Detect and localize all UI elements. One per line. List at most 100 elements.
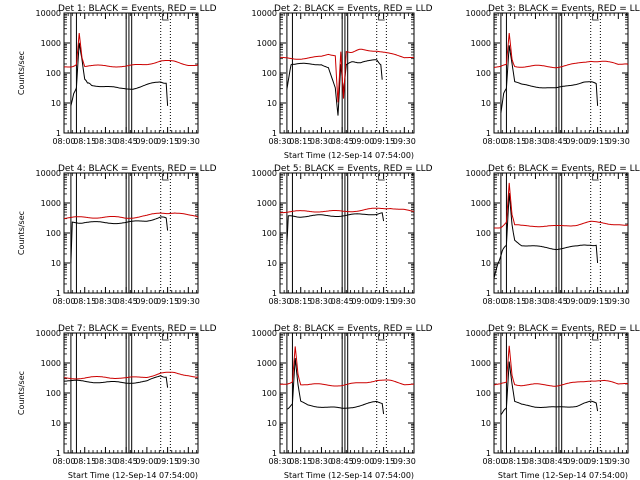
x-tick-label: 09:30: [177, 297, 200, 306]
panel-title: Det 5: BLACK = Events, RED = LLD: [274, 164, 433, 174]
y-tick-label: 100: [46, 69, 61, 78]
x-tick-label: 08:30: [524, 457, 547, 466]
series-line-events: [70, 42, 169, 106]
y-tick-label: 10000: [252, 9, 277, 18]
series-line-lld: [279, 207, 415, 214]
corner-marker: [162, 334, 169, 341]
x-tick-label: 08:30: [268, 137, 291, 146]
detector-panel-4: Det 4: BLACK = Events, RED = LLD Counts/s…: [17, 164, 217, 306]
y-tick-label: 100: [262, 389, 277, 398]
x-tick-label: 08:00: [52, 457, 75, 466]
x-tick-label: 09:30: [177, 137, 200, 146]
x-tick-label: 08:30: [94, 457, 117, 466]
y-tick-label: 10: [481, 259, 491, 268]
series-line-events: [500, 45, 599, 113]
x-tick-label: 09:30: [393, 457, 416, 466]
series-line-events: [70, 216, 169, 264]
x-tick-label: 08:15: [73, 137, 96, 146]
x-tick-label: 08:00: [52, 137, 75, 146]
corner-marker: [378, 174, 385, 181]
y-tick-label: 1: [56, 289, 61, 298]
y-axis-label: Counts/sec: [17, 371, 26, 415]
x-tick-label: 08:00: [482, 457, 505, 466]
panel-title: Det 7: BLACK = Events, RED = LLD: [58, 324, 217, 334]
x-tick-label: 08:45: [545, 137, 568, 146]
x-tick-label: 08:00: [482, 137, 505, 146]
x-tick-label: 09:15: [586, 297, 609, 306]
x-tick-label: 09:00: [565, 457, 588, 466]
y-axis-label: Counts/sec: [17, 51, 26, 95]
x-tick-label: 09:00: [565, 297, 588, 306]
series-line-lld: [63, 371, 199, 380]
x-tick-label: 09:15: [372, 457, 395, 466]
x-tick-label: 08:15: [289, 457, 312, 466]
x-tick-label: 09:15: [372, 297, 395, 306]
y-tick-label: 1: [56, 449, 61, 458]
x-tick-label: 08:15: [289, 297, 312, 306]
plot-frame: [279, 12, 415, 134]
detector-panel-7: Det 7: BLACK = Events, RED = LLD Counts/s…: [17, 324, 217, 480]
x-tick-label: 09:00: [565, 137, 588, 146]
x-tick-label: 08:30: [94, 137, 117, 146]
x-tick-label: 08:15: [503, 297, 526, 306]
x-tick-label: 08:30: [268, 457, 291, 466]
x-tick-label: 08:45: [115, 137, 138, 146]
corner-marker: [162, 174, 169, 181]
y-tick-label: 1000: [257, 199, 277, 208]
y-tick-label: 10000: [466, 329, 491, 338]
x-tick-label: 08:30: [94, 297, 117, 306]
plot-frame: [279, 172, 415, 294]
x-tick-label: 09:30: [393, 297, 416, 306]
series-line-lld: [280, 48, 414, 103]
x-tick-label: 08:45: [545, 297, 568, 306]
series-line-lld: [493, 33, 629, 69]
series-line-events: [286, 59, 383, 116]
x-tick-label: 08:15: [73, 297, 96, 306]
x-tick-label: 09:30: [607, 457, 630, 466]
x-tick-label: 09:15: [586, 457, 609, 466]
y-tick-label: 100: [476, 389, 491, 398]
x-tick-label: 08:15: [73, 457, 96, 466]
panel-title: Det 4: BLACK = Events, RED = LLD: [58, 164, 217, 174]
x-tick-label: 08:30: [310, 137, 333, 146]
x-tick-label: 08:00: [52, 297, 75, 306]
panel-title: Det 3: BLACK = Events, RED = LLD: [488, 4, 640, 14]
y-tick-label: 10000: [36, 169, 61, 178]
x-tick-label: 09:00: [351, 457, 374, 466]
x-tick-label: 08:30: [524, 137, 547, 146]
x-tick-label: 08:30: [524, 297, 547, 306]
corner-marker: [592, 174, 599, 181]
y-tick-label: 1000: [41, 199, 61, 208]
y-tick-label: 10: [481, 419, 491, 428]
detector-panel-5: Det 5: BLACK = Events, RED = LLD 1 10 100 10…: [252, 164, 433, 306]
y-tick-label: 10: [267, 419, 277, 428]
series-line-events: [493, 193, 599, 279]
y-tick-label: 10000: [36, 9, 61, 18]
panel-title: Det 9: BLACK = Events, RED = LLD: [488, 324, 640, 334]
x-tick-label: 08:15: [503, 137, 526, 146]
y-tick-label: 1000: [471, 199, 491, 208]
x-tick-label: 08:30: [310, 457, 333, 466]
y-tick-label: 1: [486, 129, 491, 138]
y-tick-label: 10: [267, 259, 277, 268]
panel-title: Det 2: BLACK = Events, RED = LLD: [274, 4, 433, 14]
plot-frame: [493, 332, 629, 454]
y-tick-label: 1000: [257, 39, 277, 48]
y-tick-label: 10: [51, 259, 61, 268]
corner-marker: [162, 14, 169, 21]
detector-panel-2: Det 2: BLACK = Events, RED = LLD Start Ti…: [252, 4, 433, 160]
y-tick-label: 1000: [41, 39, 61, 48]
detector-panel-3: Det 3: BLACK = Events, RED = LLD 1 10 100 10…: [466, 4, 640, 146]
y-tick-label: 1: [272, 129, 277, 138]
x-tick-label: 09:30: [177, 457, 200, 466]
series-line-lld: [279, 346, 415, 387]
x-tick-label: 08:30: [268, 297, 291, 306]
x-tick-label: 09:30: [607, 297, 630, 306]
detector-panel-8: Det 8: BLACK = Events, RED = LLD Start Ti…: [252, 324, 433, 480]
series-line-events: [286, 358, 385, 415]
x-tick-label: 08:15: [289, 137, 312, 146]
detector-panel-6: Det 6: BLACK = Events, RED = LLD 1 10 100 10…: [466, 164, 640, 306]
x-axis-label: Start Time (12-Sep-14 07:54:00): [498, 471, 628, 480]
y-tick-label: 10000: [466, 169, 491, 178]
